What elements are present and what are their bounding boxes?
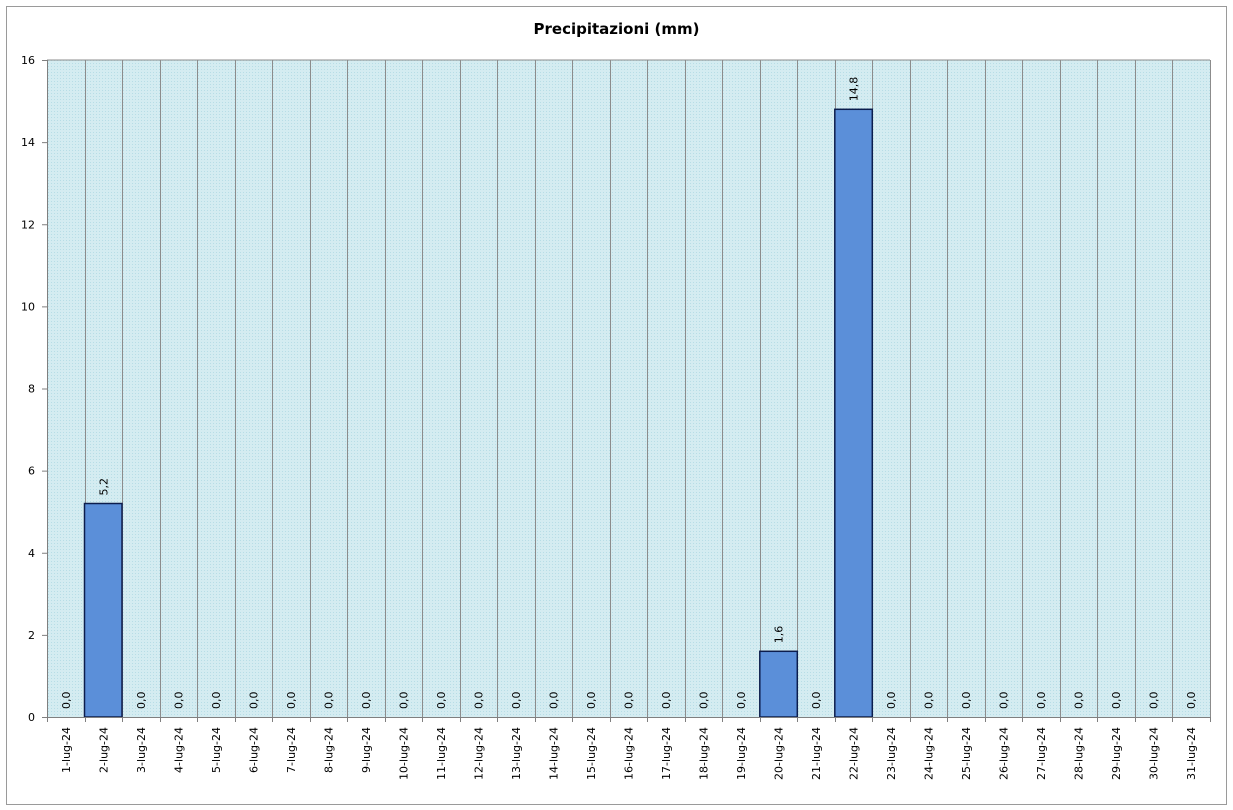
data-label: 0,0 (698, 692, 711, 710)
data-label: 5,2 (97, 478, 110, 496)
data-label: 0,0 (60, 692, 73, 710)
x-tick-label: 10-lug-24 (397, 727, 410, 780)
x-tick-label: 17-lug-24 (660, 727, 673, 780)
x-tick-label: 24-lug-24 (923, 727, 936, 780)
data-label: 0,0 (623, 692, 636, 710)
x-tick-label: 18-lug-24 (698, 727, 711, 780)
bar (759, 650, 799, 718)
x-tick-label: 27-lug-24 (1035, 727, 1048, 780)
x-tick-label: 30-lug-24 (1148, 727, 1161, 780)
plot-background (47, 60, 1210, 717)
x-tick-label: 11-lug-24 (435, 727, 448, 780)
data-label: 0,0 (397, 692, 410, 710)
data-label: 0,0 (172, 692, 185, 710)
x-tick-label: 8-lug-24 (322, 727, 335, 773)
bar (834, 108, 874, 718)
x-tick-label: 25-lug-24 (960, 727, 973, 780)
x-tick-label: 4-lug-24 (172, 727, 185, 773)
data-label: 0,0 (1185, 692, 1198, 710)
data-label: 0,0 (1035, 692, 1048, 710)
data-label: 0,0 (923, 692, 936, 710)
data-label: 0,0 (960, 692, 973, 710)
bar (83, 502, 123, 718)
data-label: 0,0 (735, 692, 748, 710)
data-label: 0,0 (360, 692, 373, 710)
x-tick-label: 22-lug-24 (848, 727, 861, 780)
y-tick-label: 12 (21, 218, 35, 231)
data-label: 0,0 (247, 692, 260, 710)
x-tick-label: 13-lug-24 (510, 727, 523, 780)
x-tick-label: 23-lug-24 (885, 727, 898, 780)
x-tick-label: 6-lug-24 (247, 727, 260, 773)
data-label: 0,0 (660, 692, 673, 710)
data-label: 0,0 (548, 692, 561, 710)
data-label: 0,0 (285, 692, 298, 710)
x-tick-label: 28-lug-24 (1073, 727, 1086, 780)
x-tick-label: 1-lug-24 (60, 727, 73, 773)
chart-title: Precipitazioni (mm) (533, 20, 700, 38)
data-label: 0,0 (472, 692, 485, 710)
data-label: 1,6 (773, 626, 786, 644)
x-tick-label: 5-lug-24 (210, 727, 223, 773)
x-tick-label: 19-lug-24 (735, 727, 748, 780)
data-label: 0,0 (1148, 692, 1161, 710)
y-tick-label: 16 (21, 54, 35, 67)
data-label: 0,0 (435, 692, 448, 710)
y-tick-label: 0 (28, 711, 35, 724)
y-tick-label: 6 (28, 465, 35, 478)
data-label: 0,0 (885, 692, 898, 710)
plot-area: 0 2 4 6 8 10 12 14 16 1-lug-24 2-lug-24 3-lug-24 4-l… (21, 54, 1211, 780)
x-tick-label: 29-lug-24 (1110, 727, 1123, 780)
data-label: 0,0 (322, 692, 335, 710)
x-tick-label: 21-lug-24 (810, 727, 823, 780)
data-label: 0,0 (998, 692, 1011, 710)
x-tick-label: 16-lug-24 (623, 727, 636, 780)
y-tick-label: 2 (28, 629, 35, 642)
data-label: 0,0 (810, 692, 823, 710)
y-tick-label: 10 (21, 300, 35, 313)
data-label: 0,0 (135, 692, 148, 710)
x-tick-label: 7-lug-24 (285, 727, 298, 773)
x-tick-label: 20-lug-24 (773, 727, 786, 780)
x-tick-label: 31-lug-24 (1185, 727, 1198, 780)
data-label: 0,0 (585, 692, 598, 710)
data-label: 14,8 (848, 77, 861, 102)
x-tick-label: 14-lug-24 (548, 727, 561, 780)
x-tick-label: 2-lug-24 (97, 727, 110, 773)
x-tick-label: 3-lug-24 (135, 727, 148, 773)
y-tick-label: 14 (21, 136, 35, 149)
x-tick-label: 12-lug-24 (472, 727, 485, 780)
data-label: 0,0 (210, 692, 223, 710)
x-tick-label: 26-lug-24 (998, 727, 1011, 780)
data-label: 0,0 (1073, 692, 1086, 710)
y-tick-label: 4 (28, 547, 35, 560)
data-label: 0,0 (510, 692, 523, 710)
x-tick-label: 9-lug-24 (360, 727, 373, 773)
data-label: 0,0 (1110, 692, 1123, 710)
x-tick-label: 15-lug-24 (585, 727, 598, 780)
y-tick-label: 8 (28, 383, 35, 396)
